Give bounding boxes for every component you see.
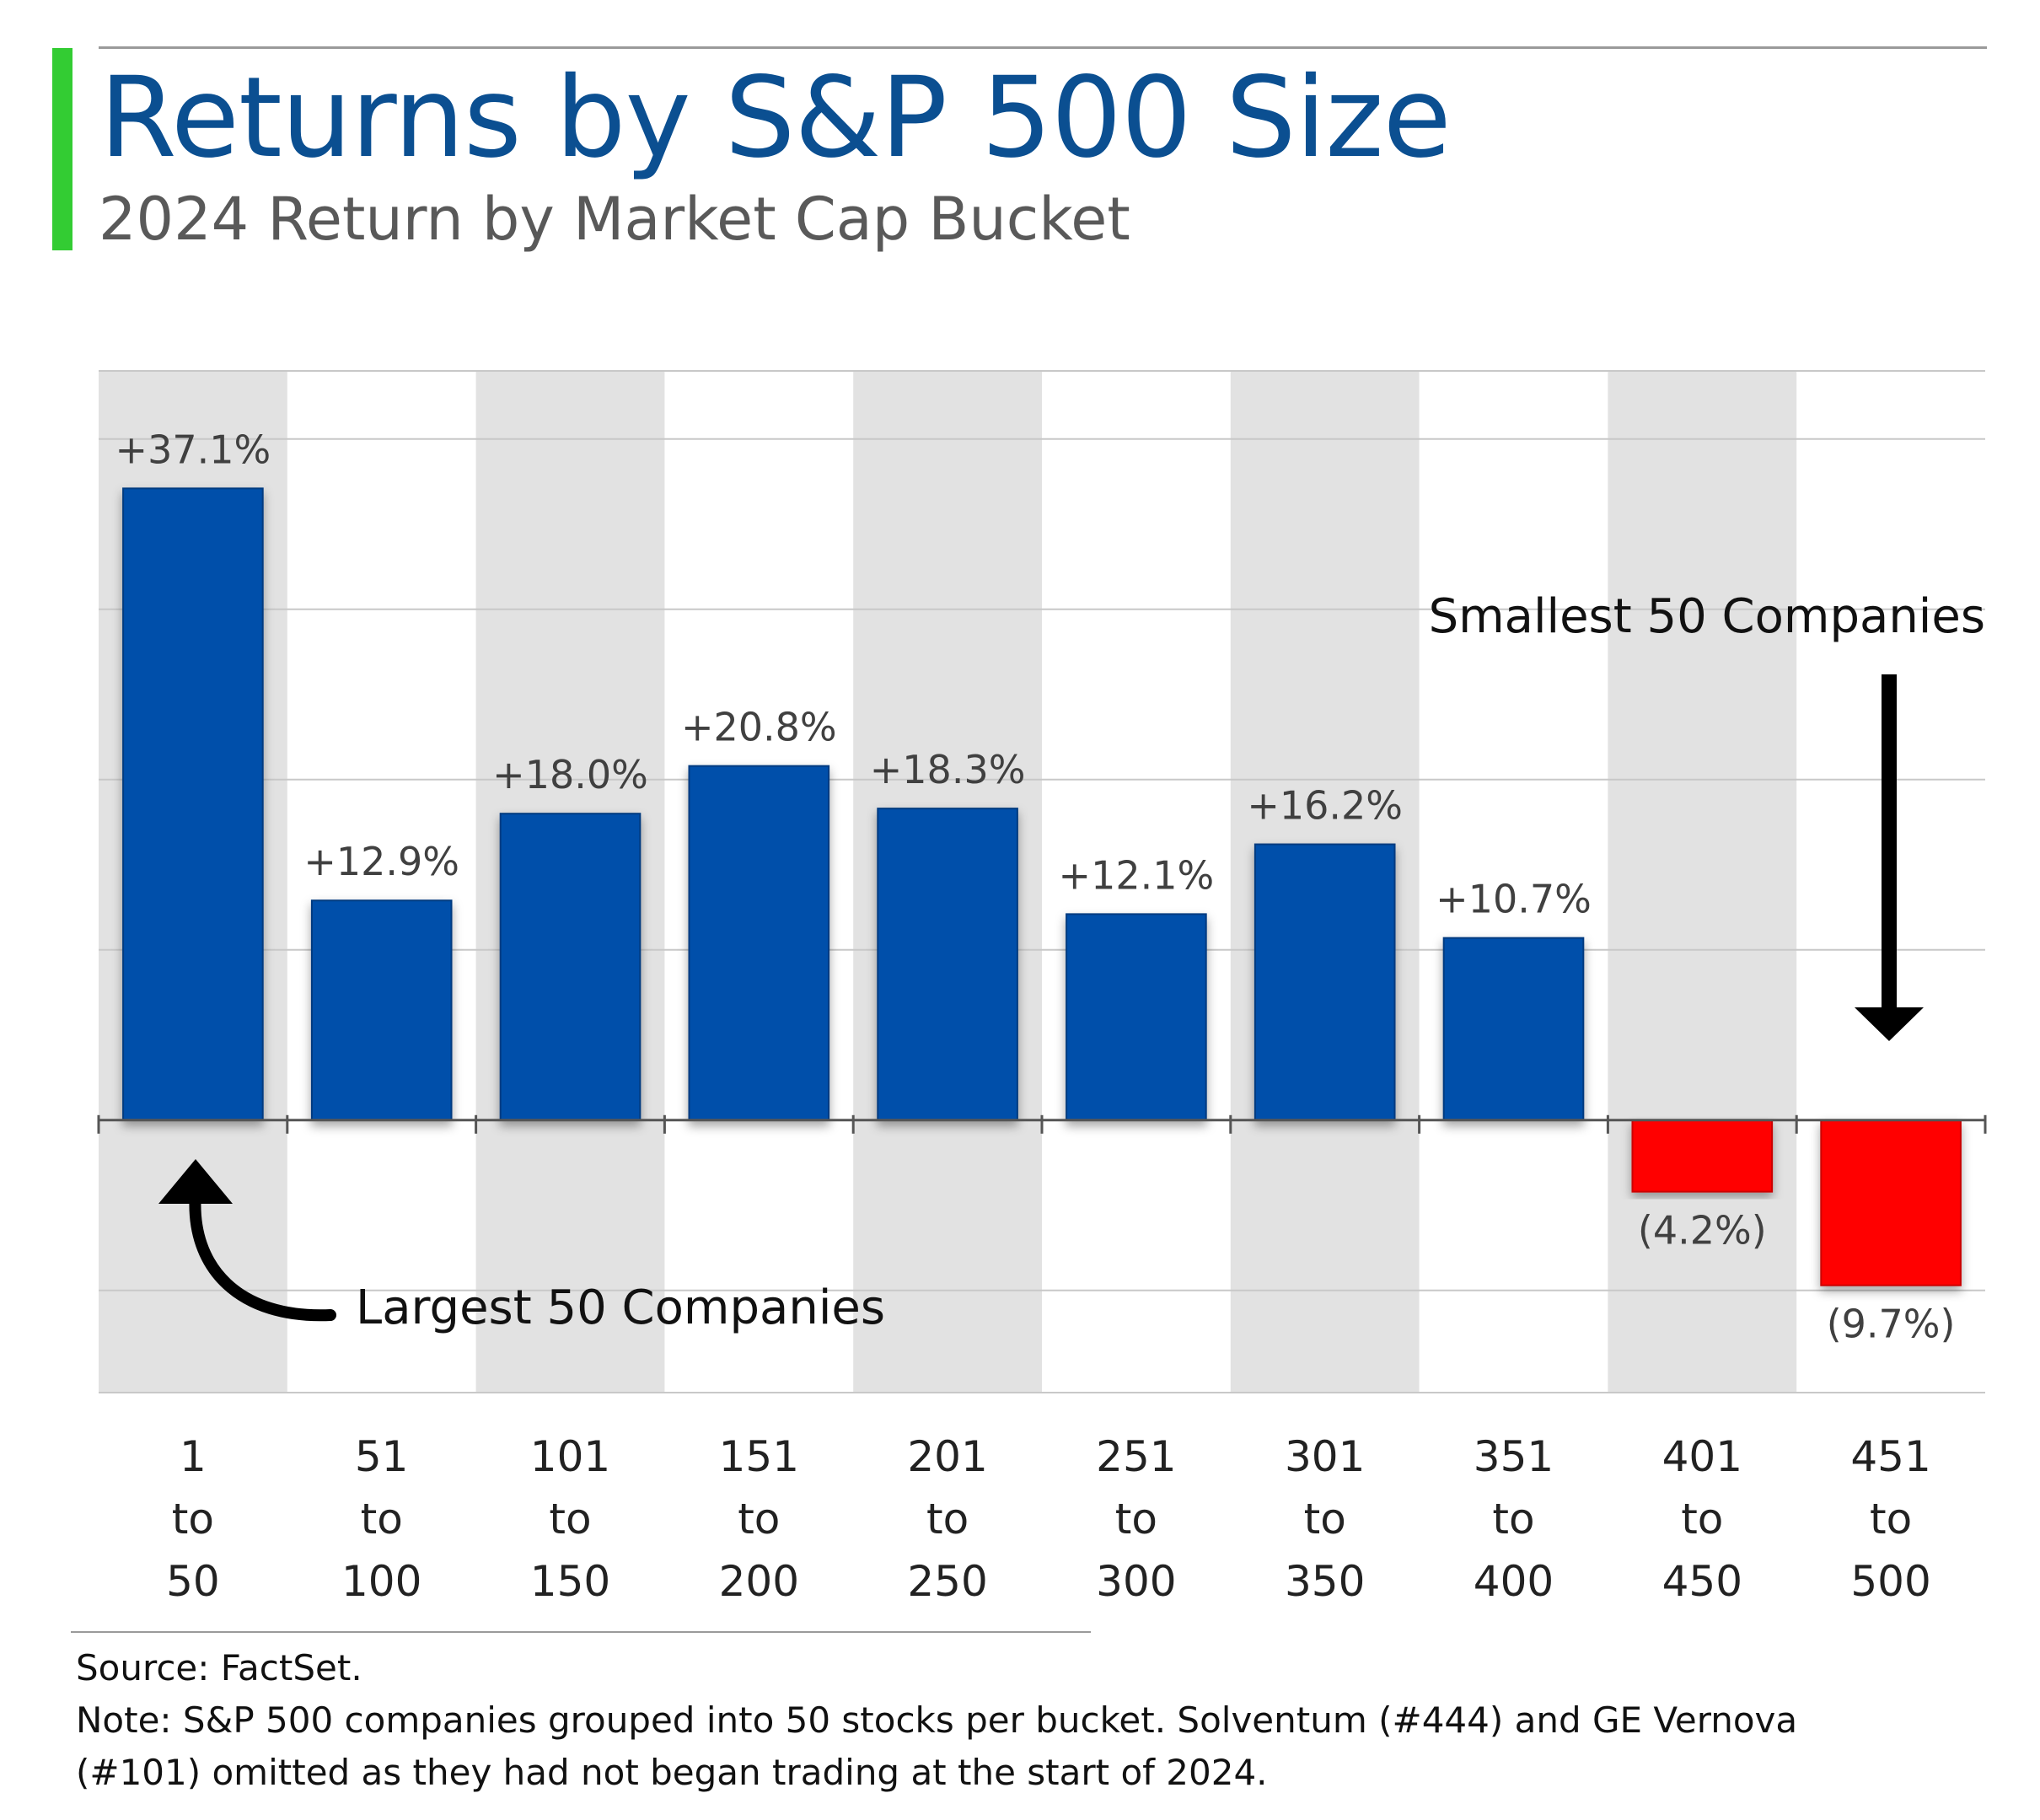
data-label: +18.3% <box>870 747 1026 792</box>
chart-title: Returns by S&P 500 Size <box>99 53 1452 183</box>
data-labels: +37.1% +12.9% +18.0% +20.8% +18.3% +12.1% +16.… <box>115 427 1956 1346</box>
gridlines <box>99 370 1985 1393</box>
bar <box>1442 937 1585 1121</box>
category-label: 51 to 100 <box>341 1432 421 1606</box>
data-label: (4.2%) <box>1638 1208 1767 1254</box>
category-labels: 1 to 50 51 to 100 101 to 150 151 to 200 201 to 250 251 t… <box>166 1432 1931 1606</box>
bar <box>1631 1119 1774 1193</box>
data-label: (9.7%) <box>1827 1302 1956 1347</box>
bar <box>1254 843 1396 1121</box>
data-label: +37.1% <box>115 427 271 472</box>
down-arrow-icon <box>1855 1007 1924 1041</box>
annotation-smallest-text: Smallest 50 Companies <box>1429 589 1985 644</box>
bar-chart: +37.1% +12.9% +18.0% +20.8% +18.3% +12.1% +16.… <box>97 370 1987 1606</box>
chart-subtitle: 2024 Return by Market Cap Bucket <box>99 185 1130 254</box>
category-label: 451 to 500 <box>1850 1432 1930 1606</box>
curved-arrow-icon <box>158 1159 233 1204</box>
bar <box>688 765 830 1121</box>
annotation-largest-text: Largest 50 Companies <box>356 1280 885 1335</box>
category-label: 401 to 450 <box>1662 1432 1742 1606</box>
data-label: +16.2% <box>1247 783 1403 829</box>
data-label: +12.1% <box>1059 852 1215 898</box>
category-label: 151 to 200 <box>719 1432 799 1606</box>
top-divider <box>99 46 1987 49</box>
category-label: 351 to 400 <box>1474 1432 1554 1606</box>
curved-arrow-shaft <box>189 1187 336 1322</box>
footnote: Note: S&P 500 companies grouped into 50 … <box>76 1699 1798 1793</box>
category-label: 301 to 350 <box>1285 1432 1365 1606</box>
data-label: +18.0% <box>492 752 648 797</box>
bar <box>499 813 642 1121</box>
source-note: Source: FactSet. <box>76 1647 362 1688</box>
data-label: +12.9% <box>303 839 459 884</box>
bars <box>122 487 1962 1286</box>
category-label: 251 to 300 <box>1096 1432 1176 1606</box>
bar <box>877 808 1018 1121</box>
annotation-smallest: Smallest 50 Companies <box>1429 589 1985 1041</box>
category-label: 201 to 250 <box>907 1432 987 1606</box>
data-label: +20.8% <box>681 705 837 750</box>
title-accent-bar <box>52 48 72 250</box>
category-label: 101 to 150 <box>530 1432 610 1606</box>
zero-axis <box>97 1114 1987 1134</box>
annotation-largest: Largest 50 Companies <box>158 1159 885 1335</box>
category-label: 1 to 50 <box>166 1432 220 1606</box>
footer-divider <box>71 1631 1091 1633</box>
bar <box>122 487 264 1121</box>
bar <box>310 899 453 1121</box>
bar <box>1820 1119 1962 1286</box>
data-label: +10.7% <box>1436 877 1592 922</box>
bar <box>1066 913 1207 1121</box>
down-arrow-shaft <box>1882 674 1897 1012</box>
column-shade <box>1608 371 1797 1393</box>
